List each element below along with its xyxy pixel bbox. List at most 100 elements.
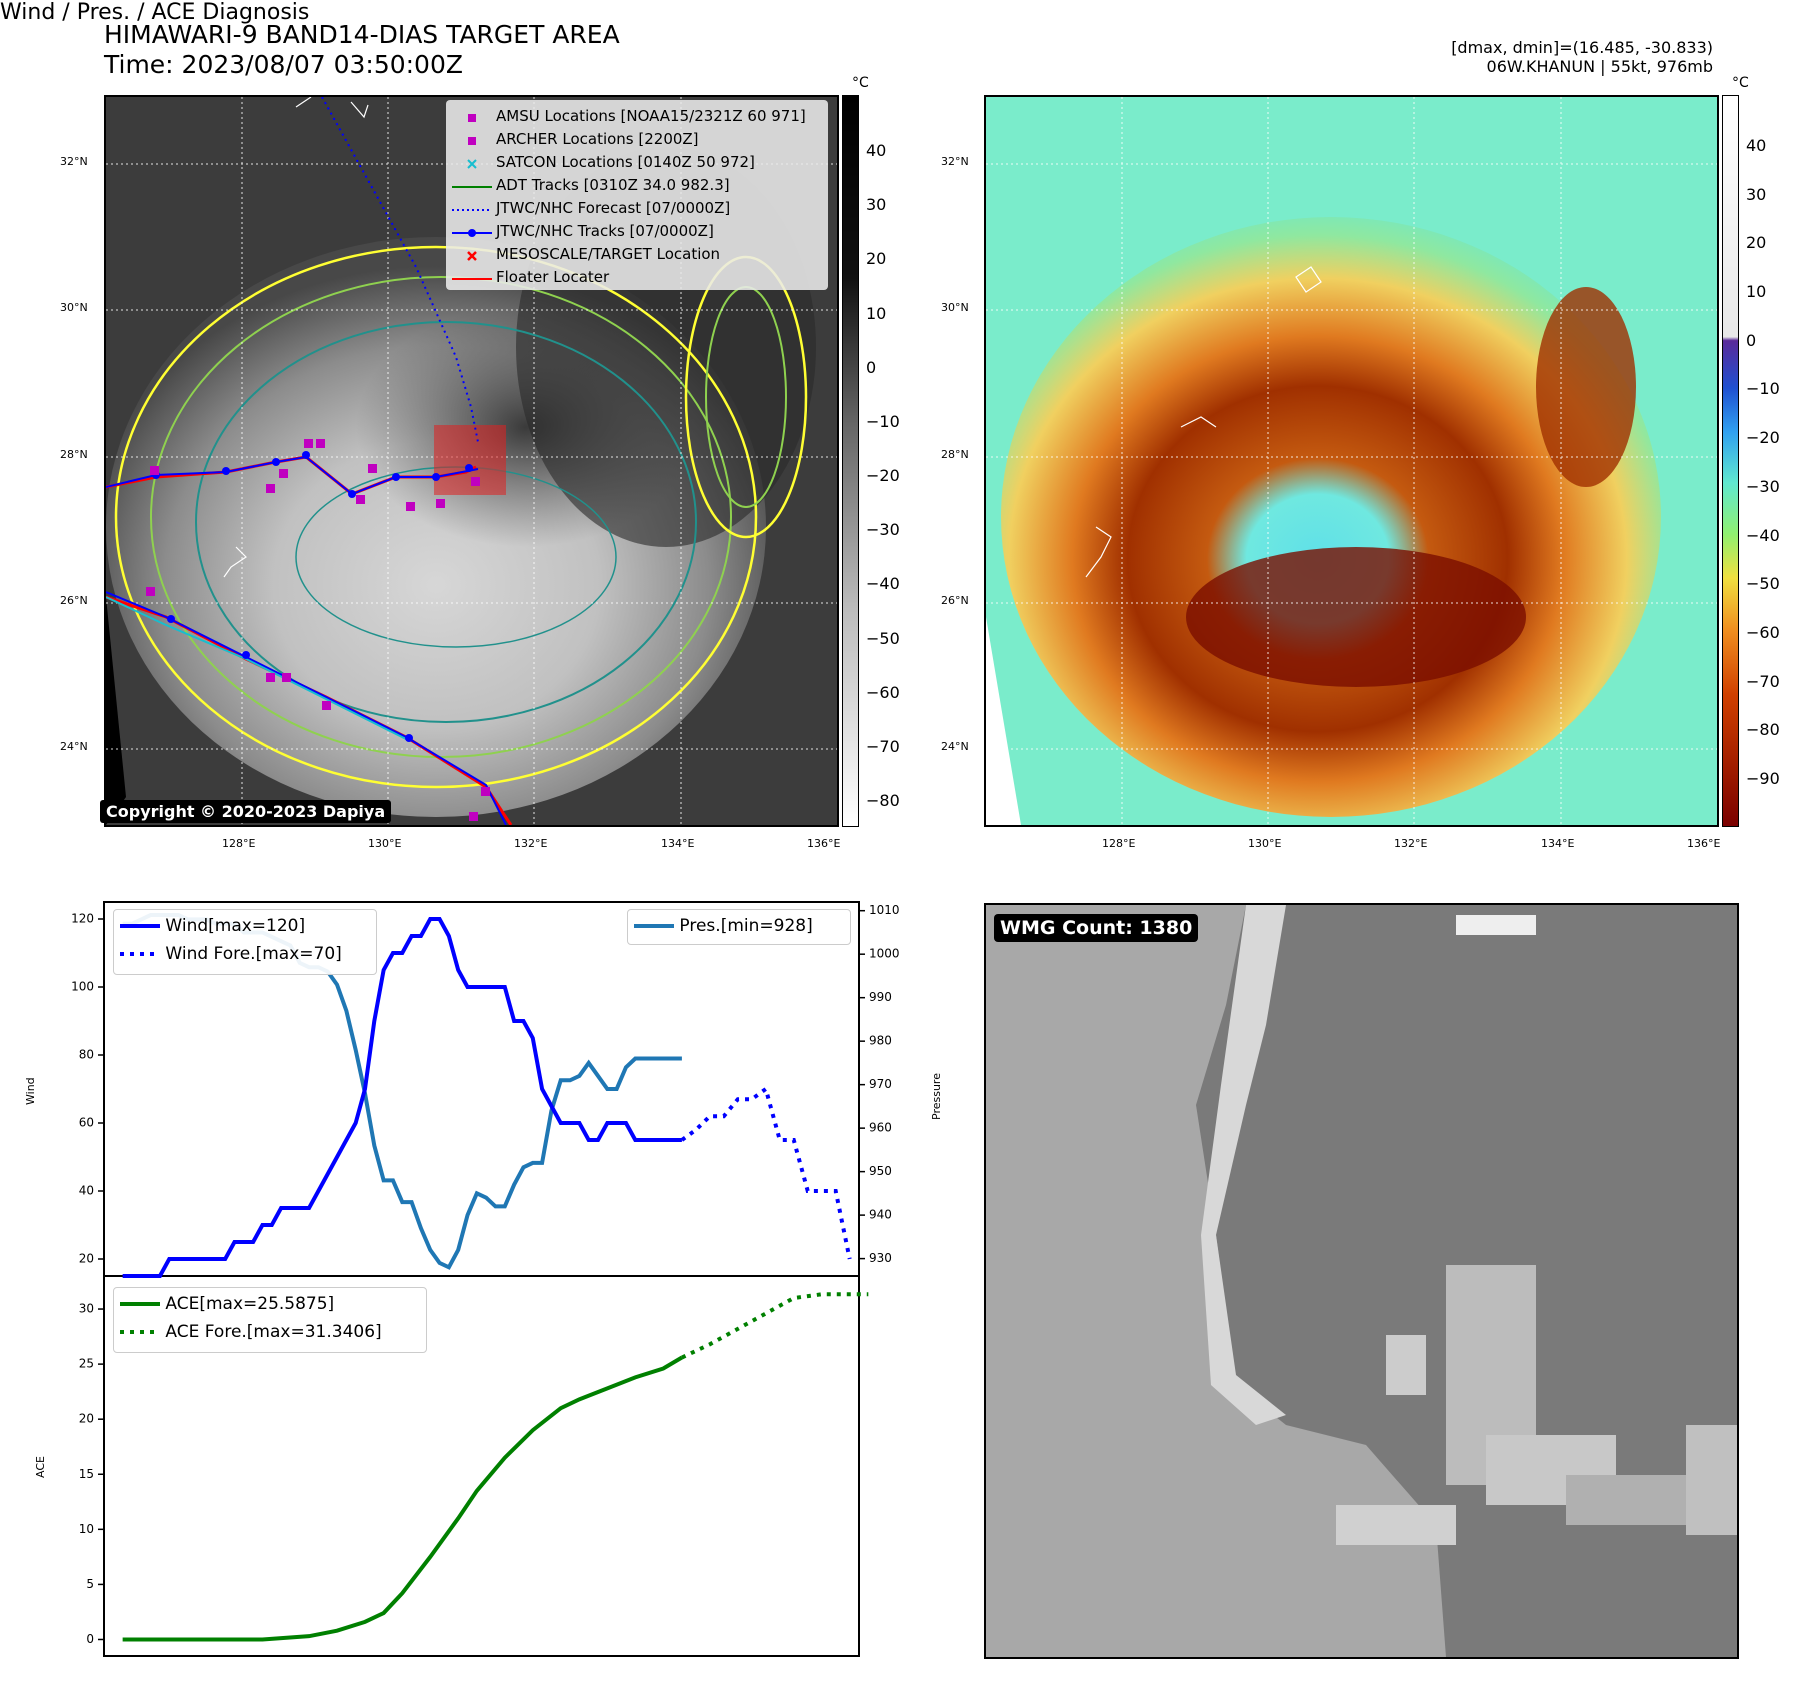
lon-label: 128°E [1102,837,1136,850]
pressure-tick-label: 980 [869,1034,892,1048]
colorbar-tick-label: 40 [866,141,887,160]
wmg-panel [984,903,1739,1659]
amsu-archer-points [146,439,490,821]
lon-label: 130°E [368,837,402,850]
wind-tick-label: 60 [79,1116,94,1130]
colorbar-tick-label: 20 [866,249,887,269]
lat-label: 28°N [60,448,88,461]
pressure-tick-label: 930 [869,1251,892,1265]
legend-item-jtwc-tracks: JTWC/NHC Tracks [07/0000Z] [446,222,828,244]
wind-tick-label: 20 [79,1252,94,1266]
colorbar-tick-label: −70 [866,736,900,756]
pressure-tick-label: 1010 [869,903,900,917]
legend-item-floater: Floater Locater [452,268,610,286]
lon-label: 128°E [222,837,256,850]
ace-tick-label: 10 [79,1522,94,1536]
ace-tick-label: 5 [86,1577,94,1591]
lat-label: 28°N [941,448,969,461]
colorbar-tick-label: 30 [866,195,887,215]
colorbar-tick-label: −50 [1746,574,1780,594]
colorbar-tick-label: −10 [1746,379,1780,399]
colorbar-unit: °C [1732,75,1749,91]
lon-label: 134°E [661,837,695,850]
wind-tick-label: 80 [79,1048,94,1062]
ace-axis-label: ACE [34,1456,47,1478]
wind-axis-label: Wind [24,1077,37,1105]
figure-title: HIMAWARI-9 BAND14-DIAS TARGET AREA Time:… [104,20,620,80]
legend-item-amsu: AMSU Locations [NOAA15/2321Z 60 971] [446,107,828,129]
ir-color-map [984,95,1719,827]
wind-ticks: 20 40 60 80 100 120 [71,912,104,1266]
wmg-svg [986,905,1737,1657]
colorbar-tick-label: −80 [1746,720,1780,740]
colorbar-tick-label: −30 [866,520,900,540]
legend-ace-forecast: ACE Fore.[max=31.3406] [120,1322,382,1342]
lat-label: 26°N [941,594,969,607]
color-colorbar [1722,95,1739,827]
legend-item-archer: ARCHER Locations [2200Z] [446,130,828,152]
title-line1: HIMAWARI-9 BAND14-DIAS TARGET AREA [104,20,620,49]
lon-label: 136°E [1687,837,1721,850]
colorbar-tick-label: −30 [1746,476,1780,496]
lat-label: 32°N [941,155,969,168]
ace-tick-label: 20 [79,1412,94,1426]
storm-info-text: 06W.KHANUN | 55kt, 976mb [1486,57,1713,76]
legend-wind: Wind[max=120] [120,916,306,936]
colorbar-tick-label: −90 [1746,769,1780,788]
ace-ticks: 0 5 10 15 20 25 30 [79,1302,104,1646]
colorbar-tick-label: 0 [1746,330,1757,350]
ace-tick-label: 0 [86,1632,94,1646]
ace-line [122,1355,683,1642]
title-line2: Time: 2023/08/07 03:50:00Z [104,50,463,79]
colorbar-unit: °C [852,75,869,91]
wind-tick-label: 40 [79,1184,94,1198]
copyright-badge: Copyright © 2020-2023 Dapiya [100,800,392,823]
legend-item-jtwc-forecast: JTWC/NHC Forecast [07/0000Z] [452,199,731,217]
lat-label: 24°N [60,740,88,753]
colorbar-tick-label: −80 [866,791,900,810]
colorbar-tick-label: −60 [1746,622,1780,642]
target-box [434,425,506,495]
pressure-axis-label: Pressure [930,1073,943,1120]
ace-tick-label: 15 [79,1467,94,1481]
lon-label: 130°E [1248,837,1282,850]
legend-wind-forecast: Wind Fore.[max=70] [120,944,342,964]
ace-forecast-line [681,1292,869,1360]
lon-label: 134°E [1541,837,1575,850]
legend-item-adt: ADT Tracks [0310Z 34.0 982.3] [452,176,730,194]
pressure-tick-label: 950 [869,1164,892,1178]
colorbar-tick-label: 40 [1746,136,1767,155]
colorbar-tick-label: −50 [866,628,900,648]
figure-subtitle: [dmax, dmin]=(16.485, -30.833) 06W.KHANU… [1451,38,1713,76]
colorbar-tick-label: 10 [866,303,887,323]
ace-tick-label: 25 [79,1357,94,1371]
legend-item-satcon: SATCON Locations [0140Z 50 972] [446,153,828,175]
legend-ace: ACE[max=25.5875] [120,1294,335,1314]
wmg-count-badge: WMG Count: 1380 [994,914,1199,942]
diagnosis-title: Wind / Pres. / ACE Diagnosis [0,0,310,25]
colorbar-tick-label: −70 [1746,671,1780,691]
pressure-tick-label: 940 [869,1208,892,1222]
legend-pressure: Pres.[min=928] [634,916,813,936]
lon-label: 132°E [1394,837,1428,850]
colorbar-tick-label: 20 [1746,233,1767,253]
colorbar-tick-label: −10 [866,411,900,431]
dmax-dmin-text: [dmax, dmin]=(16.485, -30.833) [1451,38,1713,57]
lat-label: 32°N [60,155,88,168]
colorbar-tick-label: 30 [1746,184,1767,204]
lon-label: 132°E [514,837,548,850]
wind-tick-label: 120 [71,912,94,926]
ace-legend: ACE[max=25.5875] ACE Fore.[max=31.3406] [113,1287,427,1353]
ir-color-map-svg [986,97,1717,825]
colorbar-tick-label: −40 [1746,525,1780,545]
colorbar-tick-label: 0 [866,357,877,377]
lat-label: 24°N [941,740,969,753]
colorbar-tick-label: −40 [866,574,900,594]
lon-label: 136°E [807,837,841,850]
pressure-ticks: 930 940 950 960 970 980 990 1000 1010 [859,903,900,1265]
wind-line [122,917,682,1278]
ace-tick-label: 30 [79,1302,94,1316]
pressure-tick-label: 970 [869,1077,892,1091]
colorbar-tick-label: 10 [1746,282,1767,302]
colorbar-tick-label: −60 [866,682,900,702]
